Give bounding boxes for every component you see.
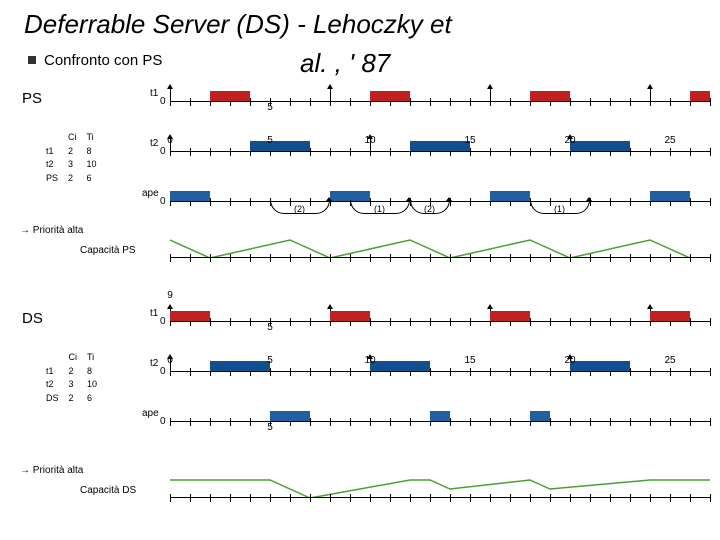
ps-priority: → Priorità alta (20, 225, 83, 236)
ps-capacity-chart (170, 232, 710, 258)
zero-label: 0 (160, 96, 166, 107)
ds-ape-label: ape (142, 408, 159, 419)
ds-t1-label: t1 (150, 308, 158, 319)
zero-label: 0 (160, 146, 166, 157)
ps-task-table: CiTi t128 t2310 PS26 (40, 130, 103, 187)
zero-label: 0 (160, 366, 166, 377)
ds-task-table: CiTi t128 t2310 DS26 (40, 350, 103, 407)
ds-label: DS (22, 310, 43, 327)
slide-title-l1: Deferrable Server (DS) - Lehoczky et (24, 8, 710, 42)
slide-title-l2: al. , ' 87 (300, 48, 390, 79)
ds-t1-timeline: 0 9 5 (170, 302, 710, 322)
arrow-right-icon: → (20, 465, 33, 476)
ps-t1-timeline: 0 5 (170, 82, 710, 102)
ps-t1-label: t1 (150, 88, 158, 99)
ds-t2-label: t2 (150, 358, 158, 369)
arrow-right-icon: → (20, 225, 33, 236)
ds-cap-label: Capacità DS (80, 485, 136, 496)
ps-cap-label: Capacità PS (80, 245, 136, 256)
ds-t2-timeline: 0 0510152025 (170, 352, 710, 372)
ps-label: PS (22, 90, 42, 107)
ds-ape-timeline: 0 5 (170, 402, 710, 422)
zero-label: 0 (160, 416, 166, 427)
bullet-icon (28, 56, 36, 64)
zero-label: 0 (160, 316, 166, 327)
ps-t2-label: t2 (150, 138, 158, 149)
ps-ape-label: ape (142, 188, 159, 199)
zero-label: 0 (160, 196, 166, 207)
ds-priority: → Priorità alta (20, 465, 83, 476)
ds-cap-timeline (170, 472, 710, 498)
ps-t2-timeline: 0 0510152025 (170, 132, 710, 152)
ps-cap-timeline (170, 232, 710, 258)
subtitle: Confronto con PS (44, 52, 162, 69)
ps-ape-timeline: 0 (2)(1)(2)(1) (170, 182, 710, 202)
cap-top: 9 (167, 290, 173, 301)
ds-capacity-chart (170, 472, 710, 498)
